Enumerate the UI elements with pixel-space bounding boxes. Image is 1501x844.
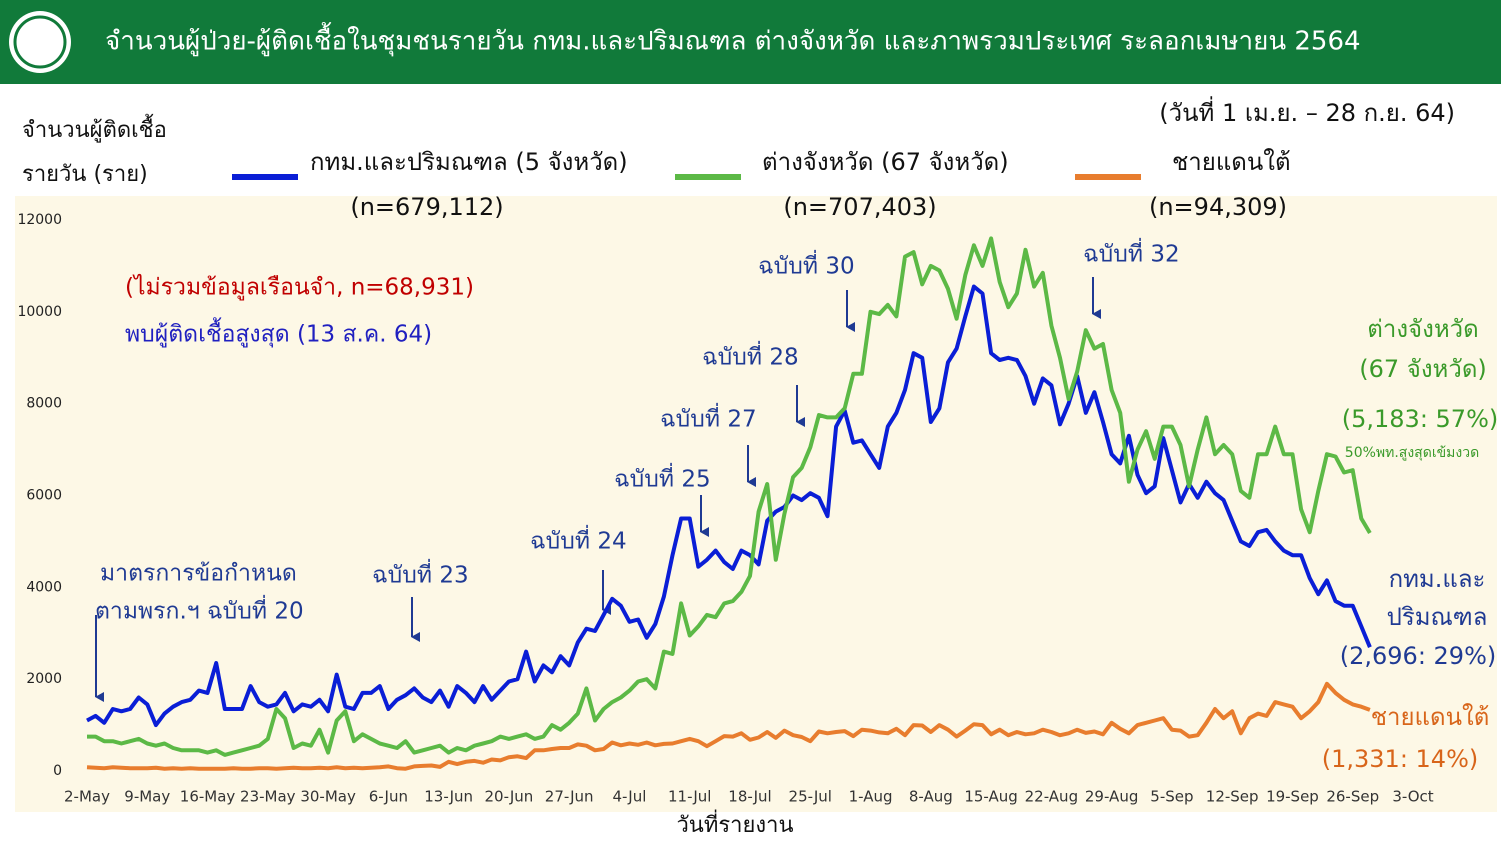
legend-label: ต่างจังหวัด (67 จังหวัด) xyxy=(762,148,1009,176)
x-tick-label: 3-Oct xyxy=(1392,788,1433,806)
legend: กทม.และปริมณฑล (5 จังหวัด) (n=679,112) ต่า… xyxy=(232,148,1291,221)
plot-area xyxy=(15,196,1497,812)
x-tick-label: 26-Sep xyxy=(1326,788,1379,806)
x-tick-label: 29-Aug xyxy=(1085,788,1138,806)
y-axis-title: รายวัน (ราย) xyxy=(22,162,148,187)
x-tick-label: 5-Sep xyxy=(1150,788,1193,806)
x-tick-label: 18-Jul xyxy=(728,788,771,806)
annotation: ตามพรก.ฯ ฉบับที่ 20 xyxy=(95,595,304,625)
series-end-label: กทม.และ xyxy=(1389,565,1486,593)
annotation: มาตรการข้อกำหนด xyxy=(100,561,297,587)
y-tick-label: 0 xyxy=(53,763,62,779)
x-tick-label: 15-Aug xyxy=(964,788,1017,806)
logo-ring xyxy=(13,15,67,69)
series-line xyxy=(86,284,1372,728)
series-line xyxy=(86,681,1371,771)
series-end-label: (67 จังหวัด) xyxy=(1359,355,1487,383)
annotation: ฉบับที่ 25 xyxy=(614,463,711,493)
x-tick-label: 27-Jun xyxy=(545,788,594,806)
series-line xyxy=(87,236,1372,757)
annotation: ฉบับที่ 30 xyxy=(758,250,855,280)
chart-title: จำนวนผู้ป่วย-ผู้ติดเชื้อในชุมชนรายวัน กท… xyxy=(105,22,1361,57)
header-bar xyxy=(0,0,1501,84)
x-tick-label: 1-Aug xyxy=(849,788,893,806)
x-tick-label: 13-Jun xyxy=(424,788,473,806)
annotation: ฉบับที่ 28 xyxy=(702,341,799,371)
y-tick-label: 4000 xyxy=(26,579,62,595)
x-tick-label: 23-May xyxy=(240,788,296,806)
y-tick-label: 8000 xyxy=(26,396,62,412)
logo xyxy=(9,11,71,73)
x-axis-title: วันที่รายงาน xyxy=(676,809,793,838)
x-tick-label: 9-May xyxy=(124,788,170,806)
x-tick-label: 11-Jul xyxy=(668,788,711,806)
annotation: (ไม่รวมข้อมูลเรือนจำ, n=68,931) xyxy=(125,274,474,301)
x-tick-label: 12-Sep xyxy=(1206,788,1259,806)
x-tick-label: 30-May xyxy=(300,788,356,806)
series-total: (n=679,112) xyxy=(350,193,503,221)
annotation: ฉบับที่ 24 xyxy=(530,525,627,555)
series-end-label: ต่างจังหวัด xyxy=(1367,315,1478,343)
series-total: (n=94,309) xyxy=(1149,193,1287,221)
x-tick-label: 6-Jun xyxy=(369,788,408,806)
x-tick-label: 8-Aug xyxy=(909,788,953,806)
x-tick-label: 20-Jun xyxy=(485,788,534,806)
legend-label: กทม.และปริมณฑล (5 จังหวัด) xyxy=(310,148,628,176)
series-end-label: ปริมณฑล xyxy=(1387,603,1488,631)
y-tick-label: 6000 xyxy=(26,488,62,504)
annotation: พบผู้ติดเชื้อสูงสุด (13 ส.ค. 64) xyxy=(125,318,432,348)
y-tick-label: 2000 xyxy=(26,671,62,687)
x-tick-label: 25-Jul xyxy=(789,788,832,806)
series-end-label: ชายแดนใต้ xyxy=(1371,703,1490,731)
series-end-label: (2,696: 29%) xyxy=(1340,642,1497,670)
x-tick-label: 19-Sep xyxy=(1266,788,1319,806)
series-end-label: (1,331: 14%) xyxy=(1322,745,1479,773)
series-end-label: (5,183: 57%) xyxy=(1342,405,1499,433)
y-tick-label: 10000 xyxy=(17,304,62,320)
x-tick-label: 4-Jul xyxy=(613,788,647,806)
legend-label: ชายแดนใต้ xyxy=(1172,148,1291,176)
annotation: ฉบับที่ 27 xyxy=(660,403,757,433)
x-tick-label: 16-May xyxy=(180,788,236,806)
x-tick-label: 22-Aug xyxy=(1025,788,1078,806)
annotation: ฉบับที่ 32 xyxy=(1083,238,1180,268)
y-tick-label: 12000 xyxy=(17,212,62,228)
y-axis-title: จำนวนผู้ติดเชื้อ xyxy=(22,114,167,143)
series-end-label: 50%พท.สูงสุดเข้มงวด xyxy=(1345,445,1479,461)
subtitle: (วันที่ 1 เม.ย. – 28 ก.ย. 64) xyxy=(1159,96,1455,127)
annotation: ฉบับที่ 23 xyxy=(372,559,469,589)
x-tick-label: 2-May xyxy=(64,788,110,806)
series-total: (n=707,403) xyxy=(783,193,936,221)
